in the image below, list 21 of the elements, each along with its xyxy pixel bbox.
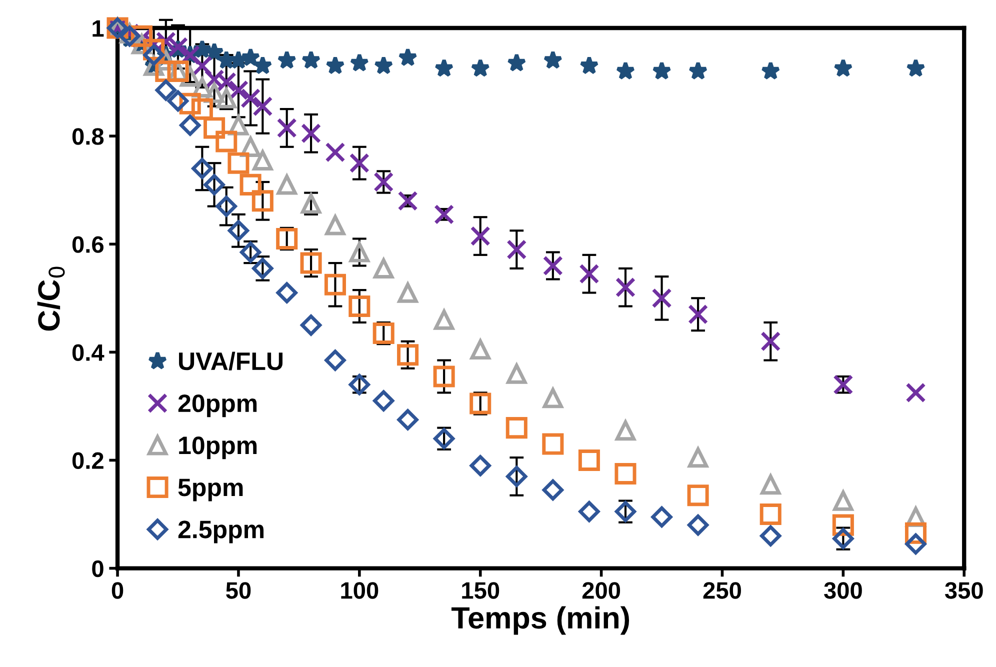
legend-label: 2.5ppm xyxy=(178,520,264,544)
x-tick-label: 350 xyxy=(944,582,983,599)
x-tick-label: 100 xyxy=(341,582,378,599)
x-axis-title: Temps (min) xyxy=(451,606,630,635)
y-tick-label: 0.6 xyxy=(72,236,104,253)
x-tick-label: 50 xyxy=(226,582,251,599)
y-tick-label: 0.4 xyxy=(72,344,104,361)
legend-label: 5ppm xyxy=(178,478,243,502)
y-tick-label: 0.2 xyxy=(72,452,104,470)
x-tick-label: 250 xyxy=(703,582,741,599)
y-tick-label: 0 xyxy=(92,560,104,578)
y-axis-title: C/C$_{0}$ xyxy=(37,266,65,331)
x-tick-label: 0 xyxy=(112,582,124,599)
legend-label: 10ppm xyxy=(179,436,257,460)
x-tick-label: 200 xyxy=(582,582,620,599)
y-tick-label: 1 xyxy=(92,20,104,37)
x-tick-label: 150 xyxy=(462,582,500,599)
legend-label: UVA/FLU xyxy=(179,352,282,370)
y-tick-label: 0.8 xyxy=(72,128,104,145)
legend-label: 20ppm xyxy=(178,394,257,418)
x-tick-label: 300 xyxy=(824,582,862,599)
